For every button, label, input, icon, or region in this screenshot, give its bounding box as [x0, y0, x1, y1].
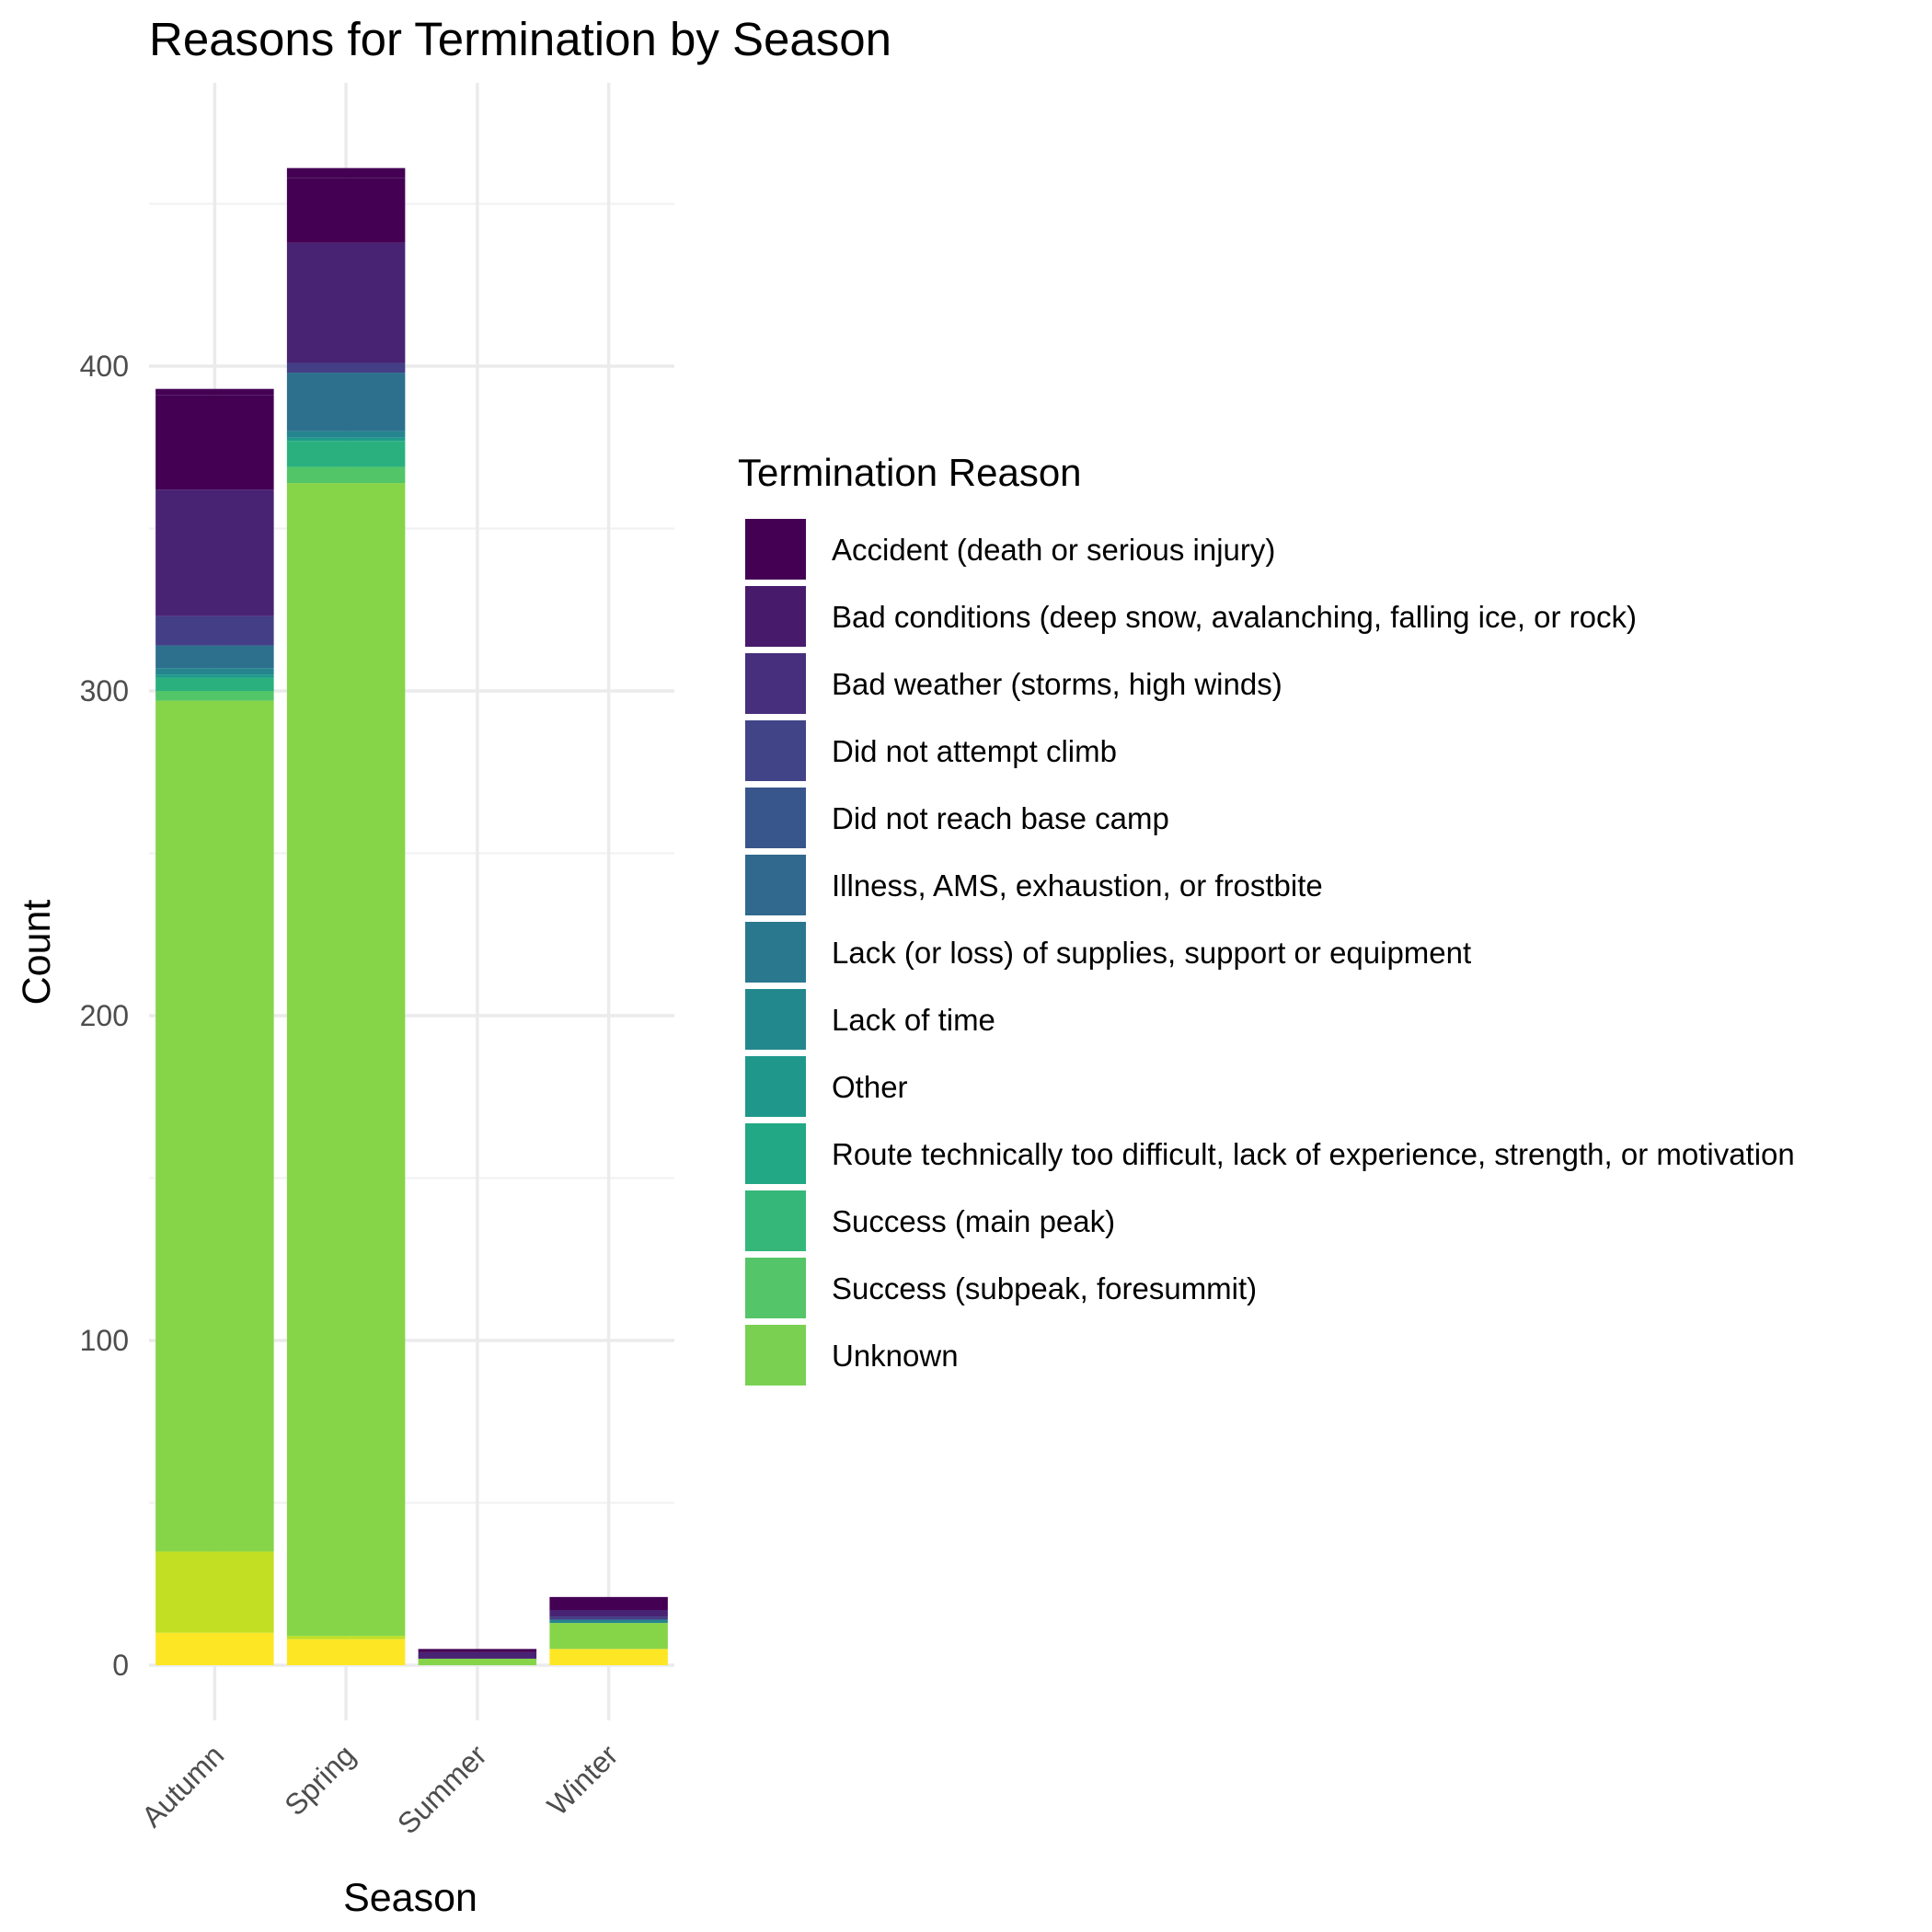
legend-item: Lack (or loss) of supplies, support or e… — [745, 922, 1471, 983]
y-tick-label: 0 — [112, 1649, 129, 1682]
y-tick-label: 300 — [80, 674, 129, 707]
legend: Termination Reason Accident (death or se… — [738, 451, 1795, 1386]
legend-item: Illness, AMS, exhaustion, or frostbite — [745, 855, 1323, 915]
legend-key — [745, 1056, 806, 1117]
legend-item: Did not attempt climb — [745, 720, 1117, 781]
y-tick-label: 200 — [80, 999, 129, 1032]
legend-key — [745, 1258, 806, 1318]
bar-segment — [286, 437, 406, 442]
bar-segment — [549, 1609, 668, 1617]
legend-key — [745, 989, 806, 1050]
bar-segment — [549, 1649, 668, 1665]
bar-segment — [286, 1636, 406, 1639]
legend-title: Termination Reason — [738, 451, 1082, 494]
legend-key — [745, 1325, 806, 1386]
bar-segment — [286, 441, 406, 467]
legend-key — [745, 519, 806, 580]
legend-item: Bad weather (storms, high winds) — [745, 653, 1282, 714]
bar-segment — [549, 1623, 668, 1650]
legend-key — [745, 1190, 806, 1251]
bar-segment — [418, 1651, 537, 1659]
x-tick-label: Winter — [541, 1738, 625, 1822]
legend-item: Accident (death or serious injury) — [745, 519, 1275, 580]
legend-label: Did not reach base camp — [832, 801, 1169, 835]
legend-label: Did not attempt climb — [832, 734, 1117, 768]
bar-segment — [286, 373, 406, 431]
legend-key — [745, 855, 806, 915]
bar-segment — [155, 645, 274, 669]
bar-segment — [155, 677, 274, 691]
bar-stack-winter — [549, 1596, 668, 1665]
legend-item: Bad conditions (deep snow, avalanching, … — [745, 586, 1637, 647]
legend-key — [745, 788, 806, 848]
legend-label: Route technically too difficult, lack of… — [832, 1137, 1795, 1171]
chart-title: Reasons for Termination by Season — [149, 13, 891, 65]
bar-segment — [549, 1619, 668, 1624]
y-tick-label: 400 — [80, 350, 129, 383]
legend-key — [745, 586, 806, 647]
bar-segment — [286, 242, 406, 363]
bar-segment — [418, 1649, 537, 1652]
legend-item: Unknown — [745, 1325, 959, 1386]
bar-segment — [286, 466, 406, 484]
legend-label: Success (main peak) — [832, 1204, 1115, 1238]
legend-key — [745, 720, 806, 781]
legend-label: Success (subpeak, foresummit) — [832, 1271, 1257, 1305]
y-axis-ticks: 0 100 200 300 400 — [80, 350, 129, 1682]
bar-segment — [155, 1551, 274, 1633]
legend-label: Bad weather (storms, high winds) — [832, 667, 1282, 701]
bar-segment — [549, 1596, 668, 1610]
x-tick-label: Spring — [278, 1738, 362, 1822]
legend-key — [745, 653, 806, 714]
legend-key — [745, 1123, 806, 1184]
legend-item: Did not reach base camp — [745, 788, 1169, 848]
bar-segment — [286, 431, 406, 438]
bar-segment — [286, 167, 406, 178]
x-axis-title: Season — [343, 1876, 477, 1920]
bar-segment — [286, 178, 406, 243]
bar-segment — [286, 362, 406, 374]
legend-items: Accident (death or serious injury) Bad co… — [745, 519, 1795, 1386]
legend-label: Lack of time — [832, 1003, 995, 1037]
legend-item: Other — [745, 1056, 908, 1117]
bar-segment — [155, 388, 274, 396]
x-tick-label: Autumn — [135, 1738, 230, 1833]
bar-segment — [155, 395, 274, 490]
bar-segment — [286, 1639, 406, 1665]
x-axis-ticks: Autumn Spring Summer Winter — [135, 1738, 625, 1840]
x-tick-label: Summer — [391, 1738, 493, 1840]
bar-segment — [155, 700, 274, 1552]
legend-label: Illness, AMS, exhaustion, or frostbite — [832, 868, 1323, 903]
bar-segment — [155, 489, 274, 616]
y-tick-label: 100 — [80, 1324, 129, 1357]
legend-item: Lack of time — [745, 989, 995, 1050]
legend-key — [745, 922, 806, 983]
bar-stack-summer — [418, 1649, 537, 1665]
bars — [155, 167, 668, 1665]
bar-stack-autumn — [155, 388, 274, 1665]
legend-item: Success (subpeak, foresummit) — [745, 1258, 1257, 1318]
bar-segment — [549, 1616, 668, 1620]
bar-segment — [155, 1632, 274, 1665]
bar-segment — [155, 668, 274, 675]
bar-segment — [418, 1658, 537, 1665]
legend-item: Route technically too difficult, lack of… — [745, 1123, 1795, 1184]
legend-label: Unknown — [832, 1339, 959, 1373]
legend-label: Lack (or loss) of supplies, support or e… — [832, 936, 1471, 970]
legend-label: Other — [832, 1070, 908, 1104]
bar-segment — [155, 674, 274, 678]
bar-segment — [155, 615, 274, 646]
legend-label: Accident (death or serious injury) — [832, 533, 1275, 567]
y-axis-title: Count — [15, 900, 59, 1006]
bar-segment — [155, 691, 274, 701]
bar-segment — [286, 483, 406, 1637]
legend-item: Success (main peak) — [745, 1190, 1115, 1251]
legend-label: Bad conditions (deep snow, avalanching, … — [832, 600, 1637, 634]
bar-stack-spring — [286, 167, 406, 1665]
